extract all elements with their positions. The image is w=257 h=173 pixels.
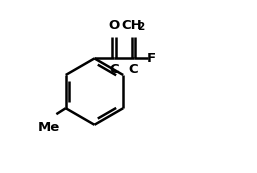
Text: C: C [109,63,119,76]
Text: F: F [146,52,156,65]
Text: C: C [129,63,139,76]
Text: O: O [108,19,120,32]
Text: 2: 2 [137,22,144,32]
Text: Me: Me [38,121,60,134]
Text: CH: CH [121,19,142,32]
